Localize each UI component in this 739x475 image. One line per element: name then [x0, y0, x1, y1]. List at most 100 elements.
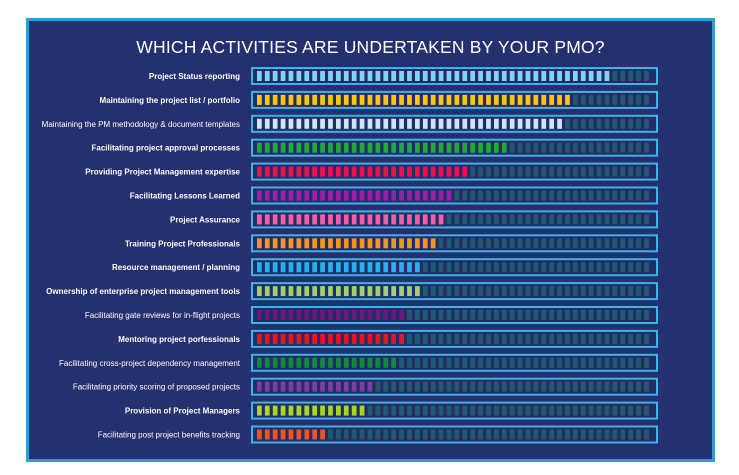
- bar-segment-empty: [644, 118, 649, 129]
- bar-segment-filled: [367, 381, 373, 392]
- bar-segment-empty: [454, 381, 460, 392]
- bar-segment-empty: [533, 238, 539, 249]
- bar-segment-empty: [573, 118, 578, 129]
- bar-segment-filled: [280, 357, 286, 368]
- bar-segment-filled: [509, 71, 515, 81]
- bar-segment-empty: [415, 429, 420, 440]
- bar-segment-filled: [343, 310, 349, 320]
- bar-segment-filled: [343, 214, 349, 225]
- bar-segment-filled: [415, 118, 420, 129]
- bar-segment-filled: [517, 94, 523, 105]
- bar-segment-empty: [399, 429, 404, 440]
- bar-segment-empty: [525, 238, 531, 249]
- bar-segment-filled: [415, 262, 420, 273]
- bar-segment-empty: [462, 262, 468, 273]
- bar-segment-empty: [596, 310, 602, 320]
- bar-segment-filled: [525, 71, 531, 81]
- bar-segment-filled: [430, 94, 436, 105]
- bar-segment-filled: [272, 310, 278, 320]
- bar-segment-empty: [383, 405, 389, 416]
- bar-segment-filled: [264, 405, 270, 416]
- bar-segment-filled: [383, 166, 389, 177]
- bar-segment-filled: [280, 310, 286, 320]
- bar-segment-empty: [478, 405, 483, 416]
- bar-segment-filled: [391, 142, 397, 153]
- bar-segment-filled: [257, 262, 262, 273]
- bar-segment-empty: [549, 429, 555, 440]
- bar-segment-empty: [336, 429, 341, 440]
- bar-segment-filled: [446, 94, 452, 105]
- bar-segment-filled: [375, 333, 381, 344]
- bar-segment-filled: [438, 166, 444, 177]
- bar-segment-empty: [541, 214, 547, 225]
- bar-segment-filled: [272, 333, 278, 344]
- bar-segment-filled: [343, 190, 349, 201]
- bar-segment-empty: [486, 262, 491, 273]
- bar-segment-filled: [541, 94, 547, 105]
- bar-segment-empty: [525, 286, 531, 297]
- bar-segment-filled: [320, 94, 325, 105]
- bar-segment-empty: [430, 310, 436, 320]
- bar-segment-filled: [257, 71, 262, 81]
- bar-segment-empty: [446, 286, 452, 297]
- bar-segment-empty: [454, 238, 460, 249]
- bar-segment-filled: [565, 94, 570, 105]
- bar-segment-empty: [541, 429, 547, 440]
- bar-segment-filled: [462, 118, 468, 129]
- bar-segment-empty: [486, 357, 491, 368]
- bar-segment-empty: [612, 71, 618, 81]
- bar-segment-filled: [470, 118, 476, 129]
- bar-segment-empty: [454, 333, 460, 344]
- bar-segment-empty: [415, 405, 420, 416]
- bar-segment-filled: [264, 190, 270, 201]
- bar-segment-empty: [470, 429, 476, 440]
- bar-segment-empty: [438, 381, 444, 392]
- bar-segment-filled: [296, 405, 302, 416]
- bar-segment-empty: [525, 381, 531, 392]
- bar-segment-empty: [462, 333, 468, 344]
- bar-segment-filled: [328, 310, 333, 320]
- bar-segment-filled: [596, 71, 602, 81]
- bar-segment-filled: [288, 429, 294, 440]
- bar-segment-empty: [612, 429, 618, 440]
- bar-segment-empty: [462, 381, 468, 392]
- bar-segment-empty: [620, 142, 626, 153]
- bar-segment-filled: [288, 262, 294, 273]
- bar-segment-empty: [486, 286, 491, 297]
- bar-segment-empty: [525, 142, 531, 153]
- bar-segment-filled: [304, 310, 310, 320]
- bar-segment-filled: [565, 71, 570, 81]
- bar-segment-filled: [312, 214, 318, 225]
- bar-segment-empty: [533, 262, 539, 273]
- bar-segment-filled: [320, 71, 325, 81]
- bar-segment-filled: [399, 214, 404, 225]
- bar-segment-filled: [375, 262, 381, 273]
- bar-segment-empty: [588, 333, 594, 344]
- bar-segment-filled: [320, 118, 325, 129]
- bar-segment-filled: [264, 166, 270, 177]
- bar-segment-filled: [296, 286, 302, 297]
- bar-segment-filled: [430, 166, 436, 177]
- category-label: Mentoring project porfessionals: [118, 335, 240, 344]
- bar-segment-empty: [541, 310, 547, 320]
- bar-segment-empty: [422, 333, 428, 344]
- bar-segment-empty: [557, 286, 562, 297]
- bar-segment-filled: [272, 190, 278, 201]
- bar-segment-empty: [494, 310, 499, 320]
- bar-segment-filled: [438, 71, 444, 81]
- bar-segment-empty: [525, 190, 531, 201]
- bar-segment-empty: [620, 190, 626, 201]
- bar-segment-filled: [304, 118, 310, 129]
- bar-segment-empty: [636, 238, 641, 249]
- bar-segment-empty: [573, 429, 578, 440]
- bar-segment-empty: [438, 286, 444, 297]
- bar-segment-empty: [494, 190, 499, 201]
- bar-segment-filled: [359, 405, 365, 416]
- bar-segment-filled: [399, 190, 404, 201]
- bar-segment-empty: [383, 381, 389, 392]
- bar-segment-empty: [596, 214, 602, 225]
- bar-segment-empty: [454, 214, 460, 225]
- bar-segment-filled: [351, 286, 357, 297]
- bar-segment-filled: [399, 238, 404, 249]
- bar-segment-empty: [407, 381, 412, 392]
